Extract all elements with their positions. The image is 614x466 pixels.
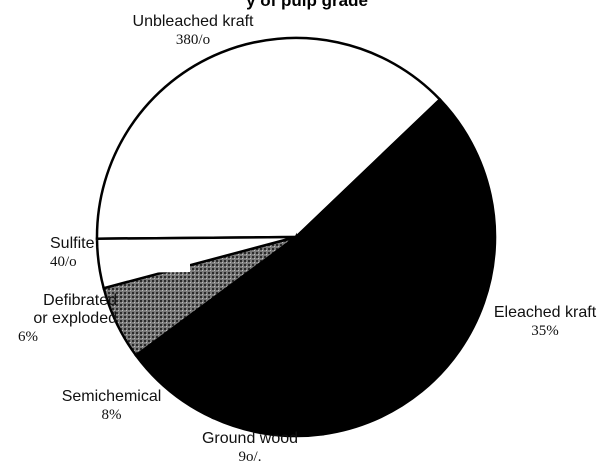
label-unbleached-kraft: Unbleached kraft 380/o — [108, 13, 278, 49]
chart-title: y of pulp grade — [246, 0, 368, 10]
label-bleached-kraft: Eleached kraft 35% — [480, 304, 610, 340]
label-sulfite: Sulfite: 40/o — [50, 235, 110, 271]
slice-label-unbleached-kraft: Unbleached kraft — [132, 13, 254, 30]
slice-bleached-kraft — [294, 97, 497, 436]
slice-label-defibrated-line1: Defibrated — [43, 292, 117, 309]
slice-value-bleached-kraft: 35% — [531, 323, 559, 339]
slice-value-semichemical: 8% — [101, 407, 122, 423]
slice-label-bleached-kraft: Eleached kraft — [493, 304, 597, 321]
slice-semichemical — [134, 235, 298, 420]
slice-value-sulfite: 40/o — [50, 254, 77, 270]
slice-label-semichemical: Semichemical — [61, 388, 162, 405]
slice-unbleached-kraft — [95, 36, 442, 240]
label-defibrated: Defibrated or exploded 6% — [2, 292, 117, 346]
label-ground-wood: Ground wood 9o/. — [190, 430, 310, 466]
label-semichemical: Semichemical 8% — [44, 388, 179, 424]
slice-value-defibrated: 6% — [18, 329, 38, 345]
sulfite-gap — [105, 248, 190, 273]
slice-label-ground-wood: Ground wood — [201, 430, 299, 447]
slice-value-unbleached-kraft: 380/o — [175, 32, 211, 48]
slice-label-defibrated-line2: or exploded — [33, 310, 117, 327]
slice-ground-wood — [211, 232, 325, 438]
slice-label-sulfite: Sulfite: — [50, 235, 99, 252]
slice-value-ground-wood: 9o/. — [238, 449, 262, 465]
